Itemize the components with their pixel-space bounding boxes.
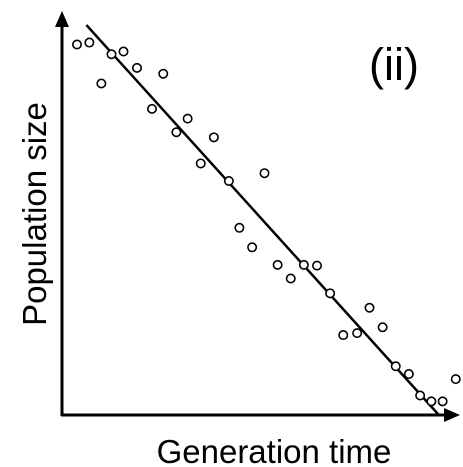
data-point <box>415 390 426 401</box>
data-point <box>223 176 234 187</box>
data-point <box>426 396 437 407</box>
data-point <box>298 259 309 270</box>
data-point <box>158 68 169 79</box>
data-point <box>72 39 83 50</box>
panel-label: (ii) <box>369 39 419 90</box>
data-point <box>364 302 375 313</box>
data-point <box>259 168 270 179</box>
y-axis-arrowhead <box>55 11 69 27</box>
data-points <box>72 37 461 407</box>
data-point <box>147 103 158 114</box>
data-point <box>84 37 95 48</box>
data-point <box>338 330 349 341</box>
data-point <box>106 49 117 60</box>
data-point <box>234 222 245 233</box>
data-point <box>182 113 193 124</box>
data-point <box>325 288 336 299</box>
data-point <box>450 374 461 385</box>
data-point <box>377 322 388 333</box>
data-point <box>195 158 206 169</box>
data-point <box>403 369 414 380</box>
data-point <box>272 259 283 270</box>
data-point <box>96 78 107 89</box>
y-axis-label: Population size <box>16 102 53 326</box>
plot-area <box>55 11 461 422</box>
x-axis-arrowhead <box>444 408 460 422</box>
data-point <box>132 62 143 73</box>
data-point <box>208 132 219 143</box>
data-point <box>352 328 363 339</box>
data-point <box>390 361 401 372</box>
fit-line <box>85 24 440 416</box>
x-axis-label: Generation time <box>157 433 392 467</box>
data-point <box>118 46 129 57</box>
data-point <box>311 260 322 271</box>
data-point <box>437 396 448 407</box>
data-point <box>247 242 258 253</box>
data-point <box>285 273 296 284</box>
data-point <box>171 127 182 138</box>
